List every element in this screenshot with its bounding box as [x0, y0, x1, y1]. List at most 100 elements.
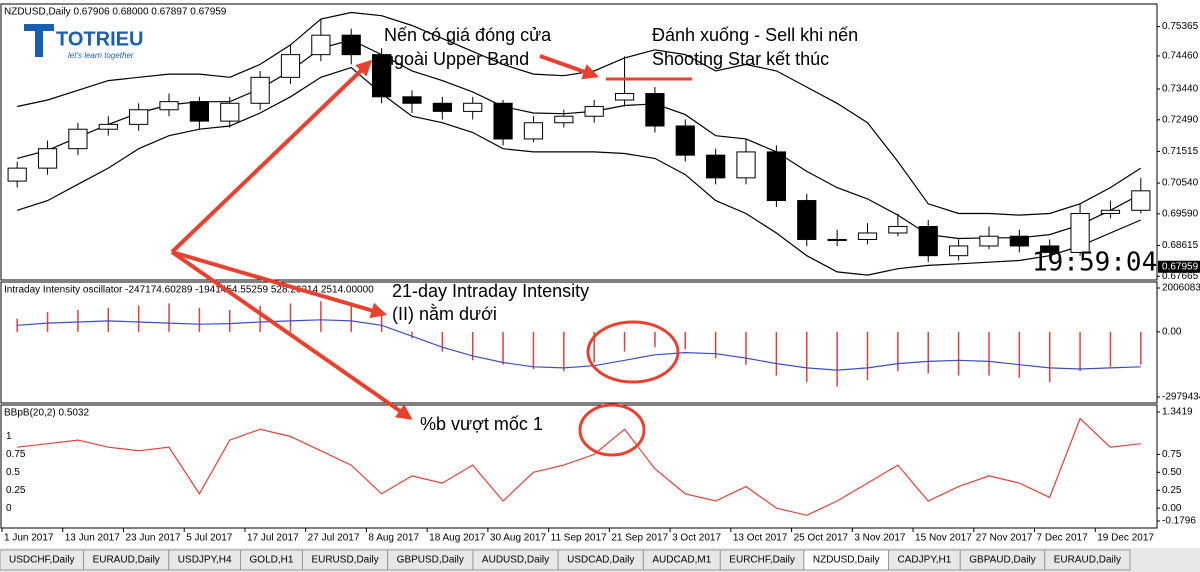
tab-label: GOLD,H1 — [250, 555, 294, 566]
x-tick-label: 21 Sep 2017 — [611, 533, 668, 544]
x-tick-label: 7 Dec 2017 — [1037, 533, 1089, 544]
x-tick-label: 27 Nov 2017 — [976, 533, 1033, 544]
panel-border — [0, 281, 1158, 404]
tab-label: EURAUD,Daily — [1054, 555, 1121, 566]
tab[interactable]: USDJPY,H4 — [168, 549, 242, 571]
x-tick-label: 13 Jun 2017 — [65, 533, 120, 544]
annotation: Shooting Star kết thúc — [652, 49, 829, 69]
tab[interactable]: EURCHF,Daily — [719, 549, 805, 571]
tab[interactable]: CADJPY,H1 — [888, 549, 961, 571]
tab-label: AUDCAD,M1 — [652, 555, 711, 566]
panel-border — [0, 3, 1158, 281]
y-tick-label: 0.73440 — [1162, 84, 1199, 95]
y-inner-label: 0.25 — [6, 485, 26, 496]
y-inner-label: 0.5 — [6, 467, 20, 478]
candle-body — [948, 245, 969, 257]
tab[interactable]: NZDUSD,Daily — [803, 549, 890, 571]
candle-body — [250, 76, 270, 104]
price-label: 0.67959 — [1162, 261, 1199, 272]
candle-body — [979, 235, 999, 247]
candle-body — [523, 122, 544, 140]
series-line — [17, 417, 1141, 516]
y-tick-label: 0.67665 — [1162, 271, 1199, 282]
x-tick-label: 13 Oct 2017 — [733, 533, 788, 544]
annotation: (II) nằm dưới — [392, 303, 497, 324]
tab-bg — [1044, 549, 1131, 571]
y-tick-label: 0.69590 — [1162, 208, 1199, 219]
tab[interactable]: USDCHF,Daily — [0, 549, 85, 571]
y-tick-label: 0.70540 — [1162, 178, 1199, 189]
annotation: Đánh xuống - Sell khi nến — [652, 25, 858, 45]
tab-label: EURCHF,Daily — [729, 555, 795, 566]
plot: 0.75365 0.74460 0.73440 0.72490 0.71515 0.705… — [0, 11, 1200, 571]
candle-body — [98, 123, 118, 130]
candle-body — [341, 34, 361, 56]
y-tick-label: 1.3419 — [1162, 407, 1193, 418]
annotation: ngoài Upper Band — [384, 49, 529, 69]
x-tick-label: 8 Aug 2017 — [368, 533, 419, 544]
candle-body — [1070, 213, 1090, 253]
candle-body — [463, 102, 483, 112]
candle-body — [129, 109, 149, 125]
x-tick-label: 18 Aug 2017 — [429, 533, 486, 544]
tab[interactable]: GBPUSD,Daily — [387, 549, 474, 571]
candle-body — [614, 93, 635, 101]
logo-name: TOTRIEU — [56, 28, 143, 50]
y-inner-label: 1 — [6, 431, 12, 442]
y-tick-label: 0.50 — [1162, 467, 1182, 478]
candle-body — [645, 93, 665, 127]
tab[interactable]: EURUSD,Daily — [301, 549, 389, 571]
candle-body — [37, 148, 58, 169]
tab-label: USDCAD,Daily — [567, 555, 634, 566]
x-tick-label: 17 Jul 2017 — [247, 533, 299, 544]
annotation: %b vượt mốc 1 — [420, 414, 543, 434]
y-tick-label: -0.1796 — [1162, 516, 1196, 527]
y-tick-label: 2006083.4 — [1162, 283, 1200, 294]
x-tick-label: 3 Nov 2017 — [854, 533, 906, 544]
candle-body — [1009, 235, 1029, 247]
candle-body — [311, 34, 331, 56]
panel-title: Intraday Intensity oscillator -247174.60… — [4, 285, 374, 296]
tab[interactable]: USDCAD,Daily — [557, 549, 644, 571]
tab[interactable]: AUDUSD,Daily — [472, 549, 559, 571]
price-label-bg — [1158, 260, 1200, 273]
candle-body — [1131, 190, 1151, 211]
y-tick-label: 0.68615 — [1162, 240, 1199, 251]
y-tick-label: 0.75365 — [1162, 21, 1199, 32]
y-tick-label: 0.74460 — [1162, 51, 1199, 62]
tab[interactable]: AUDCAD,M1 — [642, 549, 721, 571]
series-line — [17, 66, 1142, 276]
tab-label: USDJPY,H4 — [178, 555, 232, 566]
candle-body — [280, 54, 301, 78]
tab-label: EURUSD,Daily — [311, 555, 378, 566]
candle-body — [766, 151, 787, 202]
y-tick-label: 0.72490 — [1162, 114, 1199, 125]
tab-label: EURAUD,Daily — [93, 555, 160, 566]
y-tick-label: -2979434 — [1162, 392, 1200, 403]
candle-body — [493, 102, 513, 140]
candle-body — [584, 106, 604, 117]
candle-body — [189, 101, 210, 122]
candle-body — [220, 102, 240, 122]
candle-body — [827, 238, 847, 241]
series-line — [17, 11, 1142, 216]
annotation: Nến có giá đóng cửa — [384, 25, 552, 45]
logo-slogan: let's learn together — [68, 51, 134, 60]
annotation: 21-day Intraday Intensity — [392, 281, 589, 301]
arrow — [170, 250, 413, 420]
candle-body — [159, 101, 179, 111]
panel-border — [0, 404, 1158, 529]
candle-body — [675, 125, 695, 156]
x-tick-label: 25 Oct 2017 — [794, 533, 849, 544]
tab[interactable]: GBPAUD,Daily — [959, 549, 1046, 571]
y-tick-label: 0.25 — [1162, 485, 1182, 496]
x-tick-label: 11 Sep 2017 — [551, 533, 607, 544]
tab[interactable]: EURAUD,Daily — [83, 549, 170, 571]
tab[interactable]: GOLD,H1 — [240, 549, 303, 571]
tab[interactable]: EURAUD,Daily — [1044, 549, 1131, 571]
candle-body — [797, 200, 817, 240]
candle-body — [1040, 245, 1060, 253]
candle-body — [554, 115, 574, 124]
